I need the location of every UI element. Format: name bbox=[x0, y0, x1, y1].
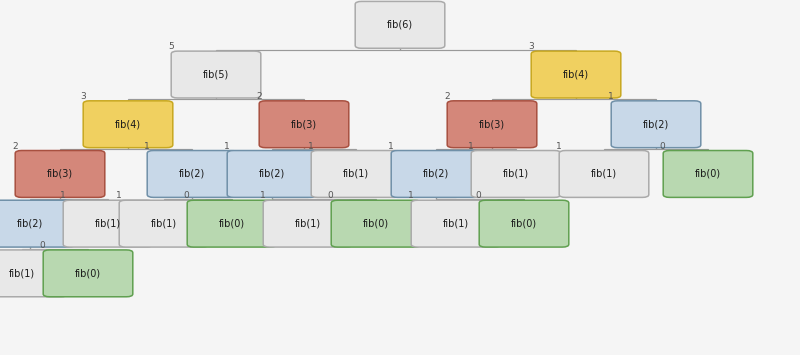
Text: 8: 8 bbox=[352, 0, 358, 1]
FancyBboxPatch shape bbox=[259, 101, 349, 148]
Text: fib(2): fib(2) bbox=[179, 169, 205, 179]
Text: fib(0): fib(0) bbox=[219, 219, 245, 229]
FancyBboxPatch shape bbox=[331, 200, 421, 247]
Text: fib(2): fib(2) bbox=[423, 169, 449, 179]
Text: 2: 2 bbox=[444, 92, 450, 101]
FancyBboxPatch shape bbox=[0, 200, 75, 247]
Text: fib(1): fib(1) bbox=[443, 219, 469, 229]
FancyBboxPatch shape bbox=[611, 101, 701, 148]
Text: fib(1): fib(1) bbox=[10, 268, 35, 278]
FancyBboxPatch shape bbox=[63, 200, 153, 247]
Text: fib(4): fib(4) bbox=[115, 119, 141, 129]
Text: 1: 1 bbox=[260, 191, 266, 200]
FancyBboxPatch shape bbox=[471, 151, 561, 197]
Text: fib(1): fib(1) bbox=[151, 219, 177, 229]
Text: 0: 0 bbox=[476, 191, 482, 200]
Text: 0: 0 bbox=[328, 191, 334, 200]
Text: fib(4): fib(4) bbox=[563, 70, 589, 80]
FancyBboxPatch shape bbox=[663, 151, 753, 197]
FancyBboxPatch shape bbox=[147, 151, 237, 197]
Text: 0: 0 bbox=[660, 142, 666, 151]
FancyBboxPatch shape bbox=[311, 151, 401, 197]
Text: 2: 2 bbox=[12, 142, 18, 151]
Text: 0: 0 bbox=[40, 241, 46, 250]
FancyBboxPatch shape bbox=[447, 101, 537, 148]
FancyBboxPatch shape bbox=[83, 101, 173, 148]
FancyBboxPatch shape bbox=[263, 200, 353, 247]
Text: fib(2): fib(2) bbox=[18, 219, 43, 229]
Text: 1: 1 bbox=[308, 142, 314, 151]
FancyBboxPatch shape bbox=[43, 250, 133, 297]
Text: 1: 1 bbox=[144, 142, 150, 151]
Text: 1: 1 bbox=[468, 142, 474, 151]
Text: fib(2): fib(2) bbox=[259, 169, 285, 179]
FancyBboxPatch shape bbox=[227, 151, 317, 197]
Text: 1: 1 bbox=[224, 142, 230, 151]
Text: fib(3): fib(3) bbox=[291, 119, 317, 129]
FancyBboxPatch shape bbox=[171, 51, 261, 98]
FancyBboxPatch shape bbox=[119, 200, 209, 247]
Text: fib(0): fib(0) bbox=[511, 219, 537, 229]
FancyBboxPatch shape bbox=[187, 200, 277, 247]
Text: fib(3): fib(3) bbox=[47, 169, 73, 179]
Text: 5: 5 bbox=[168, 42, 174, 51]
Text: fib(3): fib(3) bbox=[479, 119, 505, 129]
Text: 1: 1 bbox=[408, 191, 414, 200]
Text: 0: 0 bbox=[184, 191, 190, 200]
Text: fib(1): fib(1) bbox=[95, 219, 121, 229]
Text: fib(2): fib(2) bbox=[643, 119, 669, 129]
Text: fib(6): fib(6) bbox=[387, 20, 413, 30]
Text: 3: 3 bbox=[528, 42, 534, 51]
FancyBboxPatch shape bbox=[15, 151, 105, 197]
FancyBboxPatch shape bbox=[355, 1, 445, 48]
Text: fib(1): fib(1) bbox=[503, 169, 529, 179]
Text: 1: 1 bbox=[556, 142, 562, 151]
FancyBboxPatch shape bbox=[391, 151, 481, 197]
Text: fib(1): fib(1) bbox=[295, 219, 321, 229]
Text: fib(1): fib(1) bbox=[591, 169, 617, 179]
Text: 1: 1 bbox=[60, 191, 66, 200]
Text: fib(5): fib(5) bbox=[203, 70, 229, 80]
Text: fib(1): fib(1) bbox=[343, 169, 369, 179]
FancyBboxPatch shape bbox=[559, 151, 649, 197]
Text: fib(0): fib(0) bbox=[695, 169, 721, 179]
FancyBboxPatch shape bbox=[479, 200, 569, 247]
Text: 1: 1 bbox=[608, 92, 614, 101]
Text: fib(0): fib(0) bbox=[75, 268, 101, 278]
Text: 3: 3 bbox=[80, 92, 86, 101]
FancyBboxPatch shape bbox=[411, 200, 501, 247]
Text: fib(0): fib(0) bbox=[363, 219, 389, 229]
FancyBboxPatch shape bbox=[0, 250, 67, 297]
Text: 2: 2 bbox=[256, 92, 262, 101]
Text: 1: 1 bbox=[388, 142, 394, 151]
FancyBboxPatch shape bbox=[531, 51, 621, 98]
Text: 1: 1 bbox=[116, 191, 122, 200]
